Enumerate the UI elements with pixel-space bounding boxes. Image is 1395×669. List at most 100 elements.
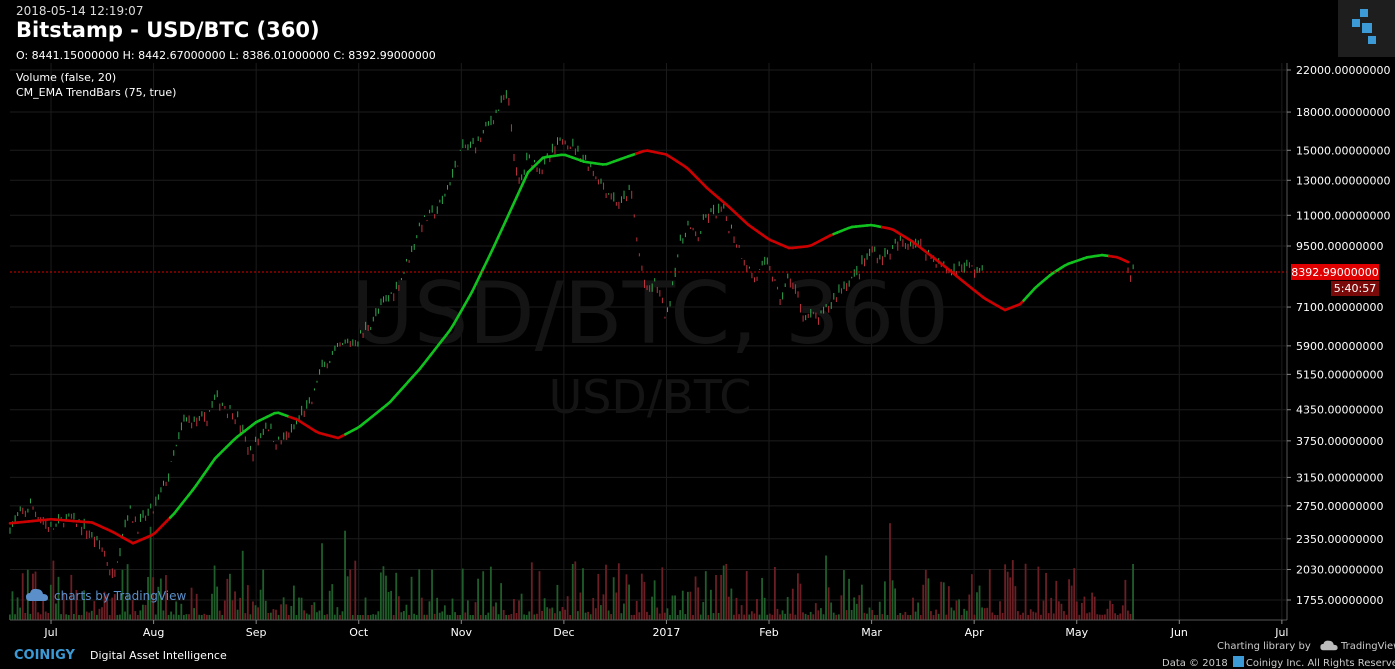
volume-bar bbox=[569, 614, 572, 620]
ohlc-readout: O: 8441.15000000 H: 8442.67000000 L: 838… bbox=[16, 49, 436, 62]
ema-segment bbox=[522, 171, 530, 182]
volume-bar bbox=[789, 613, 792, 620]
volume-bar bbox=[42, 600, 45, 620]
volume-bar bbox=[878, 601, 881, 620]
volume-bar bbox=[466, 600, 469, 620]
ema-segment bbox=[481, 259, 489, 270]
volume-bar bbox=[1075, 601, 1078, 620]
volume-bar bbox=[395, 572, 398, 620]
volume-bar bbox=[24, 612, 27, 620]
x-tick-label: Jul bbox=[1274, 626, 1288, 639]
volume-bar bbox=[367, 615, 369, 620]
volume-bar bbox=[323, 614, 326, 620]
volume-bar bbox=[733, 614, 735, 620]
volume-bar bbox=[344, 530, 346, 620]
volume-bar bbox=[252, 601, 254, 620]
volume-bar bbox=[433, 613, 436, 620]
volume-bar bbox=[351, 614, 354, 620]
volume-bar bbox=[106, 594, 109, 620]
volume-bar bbox=[374, 614, 377, 620]
charting-library-credit[interactable]: Charting library by TradingView bbox=[1217, 640, 1395, 652]
volume-bar bbox=[725, 563, 728, 620]
volume-bar bbox=[21, 573, 24, 620]
volume-bar bbox=[379, 572, 382, 620]
volume-bar bbox=[1083, 596, 1086, 620]
volume-bar bbox=[553, 613, 556, 620]
ema-segment bbox=[474, 274, 481, 286]
volume-bar bbox=[47, 613, 50, 620]
volume-bar bbox=[548, 608, 551, 620]
volume-bar bbox=[538, 571, 541, 620]
tradingview-watermark[interactable]: charts by TradingView bbox=[26, 588, 186, 603]
volume-bar bbox=[349, 569, 352, 620]
volume-bar bbox=[449, 614, 451, 620]
time-axis[interactable]: Jul Aug Sep Oct Nov Dec 2017 Feb Mar Apr May Jun Jul bbox=[10, 619, 1289, 639]
volume-bar bbox=[500, 583, 503, 620]
volume-bar bbox=[1011, 560, 1014, 620]
volume-bar bbox=[459, 614, 462, 620]
study-volume-label[interactable]: Volume (false, 20) bbox=[16, 71, 117, 84]
price-axis[interactable]: 22000.00000000 18000.00000000 15000.000000… bbox=[1286, 63, 1390, 620]
y-tick-label: 15000.00000000 bbox=[1296, 144, 1390, 157]
volume-bar bbox=[142, 604, 144, 620]
volume-bar bbox=[390, 590, 393, 620]
volume-bar bbox=[154, 614, 157, 620]
grid-lines bbox=[10, 63, 1287, 620]
volume-bar bbox=[740, 605, 743, 620]
volume-bar bbox=[855, 603, 858, 620]
ema-segment bbox=[493, 235, 500, 247]
study-ema-label[interactable]: CM_EMA TrendBars (75, true) bbox=[16, 86, 177, 99]
volume-bar bbox=[853, 597, 856, 620]
volume-bar bbox=[1101, 614, 1104, 620]
volume-bar bbox=[1063, 611, 1065, 620]
volume-bar bbox=[702, 602, 705, 620]
x-tick-label: Mar bbox=[861, 626, 882, 639]
volume-bar bbox=[848, 578, 850, 620]
volume-bar bbox=[44, 611, 47, 620]
volume-bar bbox=[392, 614, 395, 620]
volume-bar bbox=[889, 523, 891, 620]
volume-bar bbox=[986, 607, 989, 620]
volume-bar bbox=[669, 615, 671, 620]
volume-bar bbox=[791, 588, 794, 620]
volume-bar bbox=[543, 598, 546, 620]
y-tick-label: 4350.00000000 bbox=[1296, 404, 1383, 417]
volume-bar bbox=[497, 614, 500, 620]
volume-bar bbox=[113, 594, 116, 620]
x-tick-label: Nov bbox=[451, 626, 473, 639]
volume-bar bbox=[198, 614, 201, 620]
volume-bar bbox=[776, 608, 779, 620]
volume-bar bbox=[67, 615, 70, 620]
volume-bar bbox=[1055, 580, 1058, 620]
volume-bar bbox=[277, 614, 280, 620]
coinigy-logo-icon[interactable] bbox=[1338, 0, 1395, 57]
volume-bar bbox=[530, 562, 533, 620]
volume-bar bbox=[886, 614, 889, 620]
chart-title: Bitstamp - USD/BTC (360) bbox=[16, 18, 320, 42]
volume-bar bbox=[937, 613, 940, 620]
volume-bar bbox=[139, 610, 142, 620]
volume-bar bbox=[208, 614, 211, 620]
volume-bar bbox=[469, 614, 472, 620]
volume-bar bbox=[727, 596, 730, 620]
volume-bar bbox=[333, 614, 336, 620]
volume-bar bbox=[121, 569, 124, 620]
ema-segment bbox=[489, 243, 496, 255]
price-series bbox=[9, 90, 1134, 579]
countdown-text: 5:40:57 bbox=[1334, 282, 1376, 295]
volume-bar bbox=[779, 614, 781, 620]
volume-bar bbox=[1047, 613, 1050, 620]
volume-bar bbox=[571, 563, 574, 620]
volume-bar bbox=[420, 597, 423, 620]
volume-bar bbox=[231, 600, 234, 620]
volume-bar bbox=[1009, 577, 1012, 620]
ema-segment bbox=[470, 282, 478, 293]
volume-bar bbox=[372, 614, 375, 620]
volume-bar bbox=[402, 611, 405, 620]
volume-bar bbox=[717, 612, 720, 620]
volume-bar bbox=[11, 591, 14, 620]
y-tick-label: 1755.00000000 bbox=[1296, 594, 1383, 607]
volume-bar bbox=[305, 613, 308, 620]
footer-brand[interactable]: COINIGY bbox=[14, 648, 75, 663]
